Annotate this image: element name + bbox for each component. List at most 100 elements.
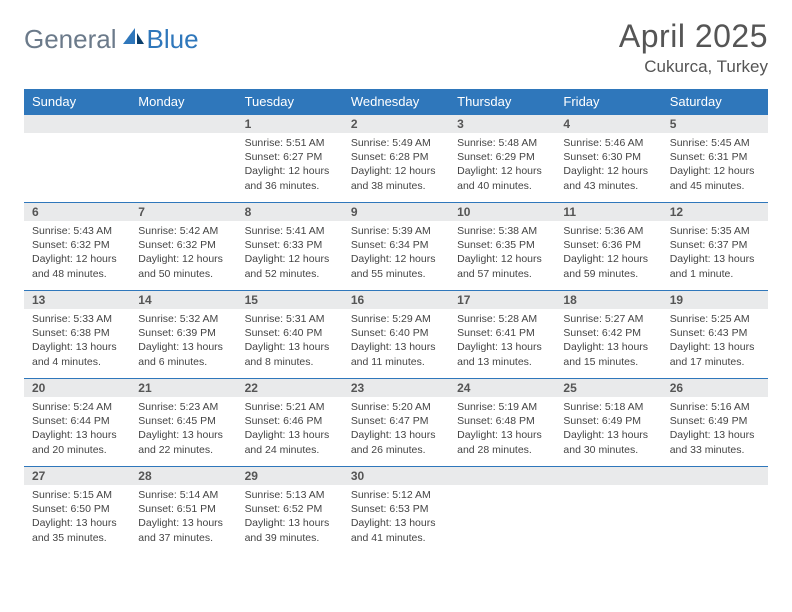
calendar-cell: 13Sunrise: 5:33 AMSunset: 6:38 PMDayligh… (24, 290, 130, 378)
detail-line: and 6 minutes. (138, 355, 228, 369)
calendar-row: 20Sunrise: 5:24 AMSunset: 6:44 PMDayligh… (24, 378, 768, 466)
day-number: 9 (343, 202, 449, 221)
detail-line: Sunrise: 5:18 AM (563, 400, 653, 414)
calendar-cell: 7Sunrise: 5:42 AMSunset: 6:32 PMDaylight… (130, 202, 236, 290)
day-number: 5 (662, 114, 768, 133)
detail-line: Sunrise: 5:28 AM (457, 312, 547, 326)
empty-day (24, 114, 130, 133)
calendar-cell: 21Sunrise: 5:23 AMSunset: 6:45 PMDayligh… (130, 378, 236, 466)
day-number: 25 (555, 378, 661, 397)
detail-line: Sunrise: 5:49 AM (351, 136, 441, 150)
detail-line: Sunset: 6:40 PM (351, 326, 441, 340)
detail-line: Sunset: 6:51 PM (138, 502, 228, 516)
day-number: 28 (130, 466, 236, 485)
detail-line: Sunrise: 5:43 AM (32, 224, 122, 238)
calendar-cell: 2Sunrise: 5:49 AMSunset: 6:28 PMDaylight… (343, 114, 449, 202)
detail-line: Daylight: 13 hours (670, 252, 760, 266)
day-details: Sunrise: 5:51 AMSunset: 6:27 PMDaylight:… (237, 133, 343, 199)
detail-line: and 20 minutes. (32, 443, 122, 457)
calendar-row: 27Sunrise: 5:15 AMSunset: 6:50 PMDayligh… (24, 466, 768, 554)
detail-line: Sunrise: 5:29 AM (351, 312, 441, 326)
detail-line: and 1 minute. (670, 267, 760, 281)
detail-line: and 59 minutes. (563, 267, 653, 281)
detail-line: Daylight: 13 hours (563, 340, 653, 354)
day-number: 8 (237, 202, 343, 221)
day-details: Sunrise: 5:14 AMSunset: 6:51 PMDaylight:… (130, 485, 236, 551)
calendar-cell: 9Sunrise: 5:39 AMSunset: 6:34 PMDaylight… (343, 202, 449, 290)
detail-line: Daylight: 13 hours (138, 340, 228, 354)
calendar-cell: 6Sunrise: 5:43 AMSunset: 6:32 PMDaylight… (24, 202, 130, 290)
day-details: Sunrise: 5:12 AMSunset: 6:53 PMDaylight:… (343, 485, 449, 551)
header: General Blue April 2025 Cukurca, Turkey (24, 18, 768, 77)
detail-line: Daylight: 13 hours (245, 428, 335, 442)
calendar-cell: 15Sunrise: 5:31 AMSunset: 6:40 PMDayligh… (237, 290, 343, 378)
detail-line: Daylight: 12 hours (670, 164, 760, 178)
detail-line: Sunset: 6:31 PM (670, 150, 760, 164)
detail-line: Sunset: 6:33 PM (245, 238, 335, 252)
day-number: 23 (343, 378, 449, 397)
detail-line: Sunset: 6:39 PM (138, 326, 228, 340)
detail-line: and 41 minutes. (351, 531, 441, 545)
detail-line: Daylight: 12 hours (563, 164, 653, 178)
detail-line: Sunset: 6:41 PM (457, 326, 547, 340)
location: Cukurca, Turkey (619, 57, 768, 77)
day-details: Sunrise: 5:31 AMSunset: 6:40 PMDaylight:… (237, 309, 343, 375)
day-details: Sunrise: 5:25 AMSunset: 6:43 PMDaylight:… (662, 309, 768, 375)
calendar-cell: 20Sunrise: 5:24 AMSunset: 6:44 PMDayligh… (24, 378, 130, 466)
detail-line: Sunset: 6:28 PM (351, 150, 441, 164)
weekday-header: Saturday (662, 89, 768, 114)
day-details: Sunrise: 5:33 AMSunset: 6:38 PMDaylight:… (24, 309, 130, 375)
detail-line: and 8 minutes. (245, 355, 335, 369)
day-number: 27 (24, 466, 130, 485)
detail-line: Sunset: 6:42 PM (563, 326, 653, 340)
day-number: 7 (130, 202, 236, 221)
detail-line: and 24 minutes. (245, 443, 335, 457)
day-details: Sunrise: 5:41 AMSunset: 6:33 PMDaylight:… (237, 221, 343, 287)
detail-line: Sunset: 6:36 PM (563, 238, 653, 252)
detail-line: Sunset: 6:32 PM (32, 238, 122, 252)
detail-line: Daylight: 12 hours (245, 252, 335, 266)
logo: General Blue (24, 18, 199, 55)
detail-line: Daylight: 12 hours (457, 164, 547, 178)
calendar-cell: 25Sunrise: 5:18 AMSunset: 6:49 PMDayligh… (555, 378, 661, 466)
day-details: Sunrise: 5:24 AMSunset: 6:44 PMDaylight:… (24, 397, 130, 463)
day-number: 13 (24, 290, 130, 309)
detail-line: and 52 minutes. (245, 267, 335, 281)
day-number: 22 (237, 378, 343, 397)
day-details: Sunrise: 5:35 AMSunset: 6:37 PMDaylight:… (662, 221, 768, 287)
detail-line: and 57 minutes. (457, 267, 547, 281)
detail-line: and 40 minutes. (457, 179, 547, 193)
detail-line: Daylight: 13 hours (457, 428, 547, 442)
sail-icon (121, 26, 145, 53)
detail-line: Daylight: 13 hours (32, 516, 122, 530)
detail-line: Daylight: 13 hours (351, 428, 441, 442)
calendar-head: SundayMondayTuesdayWednesdayThursdayFrid… (24, 89, 768, 114)
detail-line: Sunset: 6:32 PM (138, 238, 228, 252)
calendar-cell: 29Sunrise: 5:13 AMSunset: 6:52 PMDayligh… (237, 466, 343, 554)
calendar-cell: 12Sunrise: 5:35 AMSunset: 6:37 PMDayligh… (662, 202, 768, 290)
detail-line: Sunset: 6:49 PM (670, 414, 760, 428)
detail-line: Sunrise: 5:12 AM (351, 488, 441, 502)
detail-line: Sunset: 6:27 PM (245, 150, 335, 164)
detail-line: and 39 minutes. (245, 531, 335, 545)
day-number: 29 (237, 466, 343, 485)
detail-line: and 55 minutes. (351, 267, 441, 281)
day-number: 24 (449, 378, 555, 397)
detail-line: Sunset: 6:29 PM (457, 150, 547, 164)
day-details: Sunrise: 5:45 AMSunset: 6:31 PMDaylight:… (662, 133, 768, 199)
calendar-row: 6Sunrise: 5:43 AMSunset: 6:32 PMDaylight… (24, 202, 768, 290)
calendar-cell: 11Sunrise: 5:36 AMSunset: 6:36 PMDayligh… (555, 202, 661, 290)
detail-line: and 33 minutes. (670, 443, 760, 457)
detail-line: Daylight: 12 hours (245, 164, 335, 178)
detail-line: Sunset: 6:30 PM (563, 150, 653, 164)
calendar-cell: 28Sunrise: 5:14 AMSunset: 6:51 PMDayligh… (130, 466, 236, 554)
calendar-cell: 5Sunrise: 5:45 AMSunset: 6:31 PMDaylight… (662, 114, 768, 202)
day-number: 16 (343, 290, 449, 309)
day-number: 20 (24, 378, 130, 397)
day-details: Sunrise: 5:15 AMSunset: 6:50 PMDaylight:… (24, 485, 130, 551)
detail-line: Sunrise: 5:16 AM (670, 400, 760, 414)
detail-line: Daylight: 13 hours (351, 516, 441, 530)
day-number: 3 (449, 114, 555, 133)
day-number: 1 (237, 114, 343, 133)
day-details: Sunrise: 5:20 AMSunset: 6:47 PMDaylight:… (343, 397, 449, 463)
